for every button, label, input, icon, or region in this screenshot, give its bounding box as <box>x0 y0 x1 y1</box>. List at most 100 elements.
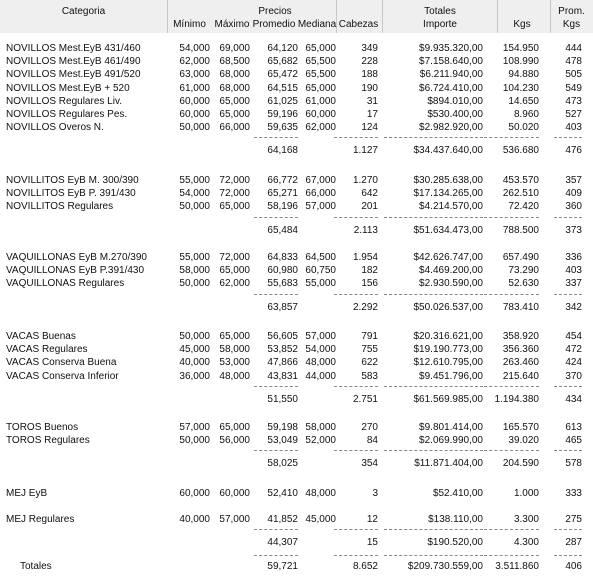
cell-importe: $2.069.990,00 <box>419 435 483 447</box>
cell-mediana: 54,000 <box>305 344 336 356</box>
cell-promedio: 53,049 <box>267 435 298 447</box>
cell-mediana: 57,000 <box>305 201 336 213</box>
cell-mediana: 60,000 <box>305 109 336 120</box>
cell-mediana: 58,000 <box>305 422 336 433</box>
subtotal-separator <box>384 529 483 531</box>
cell-promedio: 66,772 <box>267 175 298 186</box>
cell-categoria: NOVILLOS Mest.EyB 491/520 <box>6 69 141 81</box>
cell-promedio: 52,410 <box>267 488 298 499</box>
cell-kgs: 3.300 <box>513 514 539 525</box>
cell-maximo: 60,000 <box>219 488 250 499</box>
subtotal-cabezas: 354 <box>361 458 378 470</box>
cell-maximo: 72,000 <box>219 252 250 263</box>
cell-kgs: 52.630 <box>508 278 539 290</box>
cell-maximo: 65,000 <box>219 109 250 120</box>
subtotal-promedio: 58,025 <box>267 458 298 470</box>
cell-maximo: 48,000 <box>219 370 250 382</box>
subtotal-separator <box>254 137 298 139</box>
cell-mediana: 66,000 <box>305 188 336 200</box>
cell-importe: $894.010,00 <box>427 95 483 107</box>
subtotal-promedio: 63,857 <box>267 301 298 313</box>
cell-kgs: 73.290 <box>508 265 539 277</box>
cell-mediana: 65,500 <box>305 69 336 81</box>
header-promedio: Promedio <box>252 19 296 30</box>
header-mediana: Mediana <box>297 19 337 30</box>
cell-promedio: 53,852 <box>267 344 298 356</box>
cell-kgs: 39.020 <box>508 435 539 447</box>
cell-importe: $52.410,00 <box>432 488 483 499</box>
cell-importe: $7.158.640,00 <box>419 56 483 68</box>
subtotal-separator <box>334 529 378 531</box>
cell-categoria: VACAS Regulares <box>6 344 88 356</box>
subtotal-separator <box>484 293 539 295</box>
subtotal-separator <box>334 385 378 387</box>
cell-prom-kgs: 478 <box>565 56 582 68</box>
cell-categoria: MEJ EyB <box>6 488 48 499</box>
cell-prom-kgs: 472 <box>565 344 582 356</box>
cell-prom-kgs: 403 <box>565 122 582 134</box>
cell-categoria: TOROS Regulares <box>6 435 90 447</box>
cell-prom-kgs: 403 <box>565 265 582 277</box>
header-divider <box>336 0 337 33</box>
cell-minimo: 45,000 <box>179 344 210 356</box>
cell-kgs: 657.490 <box>502 252 539 263</box>
table-header <box>0 0 593 33</box>
subtotal-promedio: 51,550 <box>267 393 298 405</box>
cell-kgs: 8.960 <box>513 109 539 120</box>
cell-minimo: 60,000 <box>179 109 210 120</box>
cell-minimo: 54,000 <box>179 43 210 54</box>
cell-cabezas: 755 <box>361 344 378 356</box>
cell-prom-kgs: 613 <box>565 422 582 433</box>
cell-minimo: 57,000 <box>179 422 210 433</box>
cell-minimo: 62,000 <box>179 56 210 68</box>
subtotal-cabezas: 2.751 <box>352 393 378 405</box>
subtotal-separator <box>334 293 378 295</box>
cell-categoria: NOVILLOS Regulares Liv. <box>6 95 122 107</box>
cell-maximo: 68,000 <box>219 69 250 81</box>
cell-minimo: 36,000 <box>179 370 210 382</box>
cell-promedio: 61,025 <box>267 95 298 107</box>
subtotal-separator <box>254 529 298 531</box>
cell-maximo: 57,000 <box>219 514 250 525</box>
cell-cabezas: 622 <box>361 357 378 369</box>
cell-importe: $17.134.265,00 <box>413 188 483 200</box>
cell-mediana: 65,000 <box>305 82 336 94</box>
header-divider <box>167 0 168 33</box>
totals-separator <box>484 555 539 556</box>
cell-prom-kgs: 465 <box>565 435 582 447</box>
cell-cabezas: 583 <box>361 370 378 382</box>
cell-kgs: 108.990 <box>502 56 539 68</box>
cell-maximo: 68,500 <box>219 56 250 68</box>
cell-mediana: 65,500 <box>305 56 336 68</box>
subtotal-promedio: 44,307 <box>267 537 298 549</box>
cell-promedio: 55,683 <box>267 278 298 290</box>
cell-kgs: 1.000 <box>513 488 539 499</box>
cell-importe: $42.626.747,00 <box>413 252 483 263</box>
cell-maximo: 68,000 <box>219 82 250 94</box>
subtotal-separator <box>254 450 298 452</box>
subtotal-separator <box>384 385 483 387</box>
cell-categoria: NOVILLOS Overos N. <box>6 122 104 134</box>
cell-mediana: 55,000 <box>305 278 336 290</box>
subtotal-importe: $34.437.640,00 <box>413 145 483 157</box>
cell-mediana: 61,000 <box>305 95 336 107</box>
subtotal-separator <box>484 385 539 387</box>
cell-importe: $2.930.590,00 <box>419 278 483 290</box>
subtotal-kgs: 4.300 <box>513 537 539 549</box>
cell-maximo: 58,000 <box>219 344 250 356</box>
subtotal-kgs: 536.680 <box>502 145 539 157</box>
cell-categoria: NOVILLOS Mest.EyB + 520 <box>6 82 130 94</box>
cell-promedio: 59,196 <box>267 109 298 120</box>
cell-promedio: 65,472 <box>267 69 298 81</box>
cell-maximo: 65,000 <box>219 95 250 107</box>
header-divider <box>497 0 498 33</box>
cell-cabezas: 349 <box>361 43 378 54</box>
cell-minimo: 50,000 <box>179 435 210 447</box>
cell-categoria: NOVILLITOS EyB P. 391/430 <box>6 188 136 200</box>
cell-minimo: 40,000 <box>179 357 210 369</box>
subtotal-separator <box>484 529 539 531</box>
cell-promedio: 60,980 <box>267 265 298 277</box>
cell-promedio: 64,515 <box>267 82 298 94</box>
cell-kgs: 262.510 <box>502 188 539 200</box>
cell-kgs: 50.020 <box>508 122 539 134</box>
